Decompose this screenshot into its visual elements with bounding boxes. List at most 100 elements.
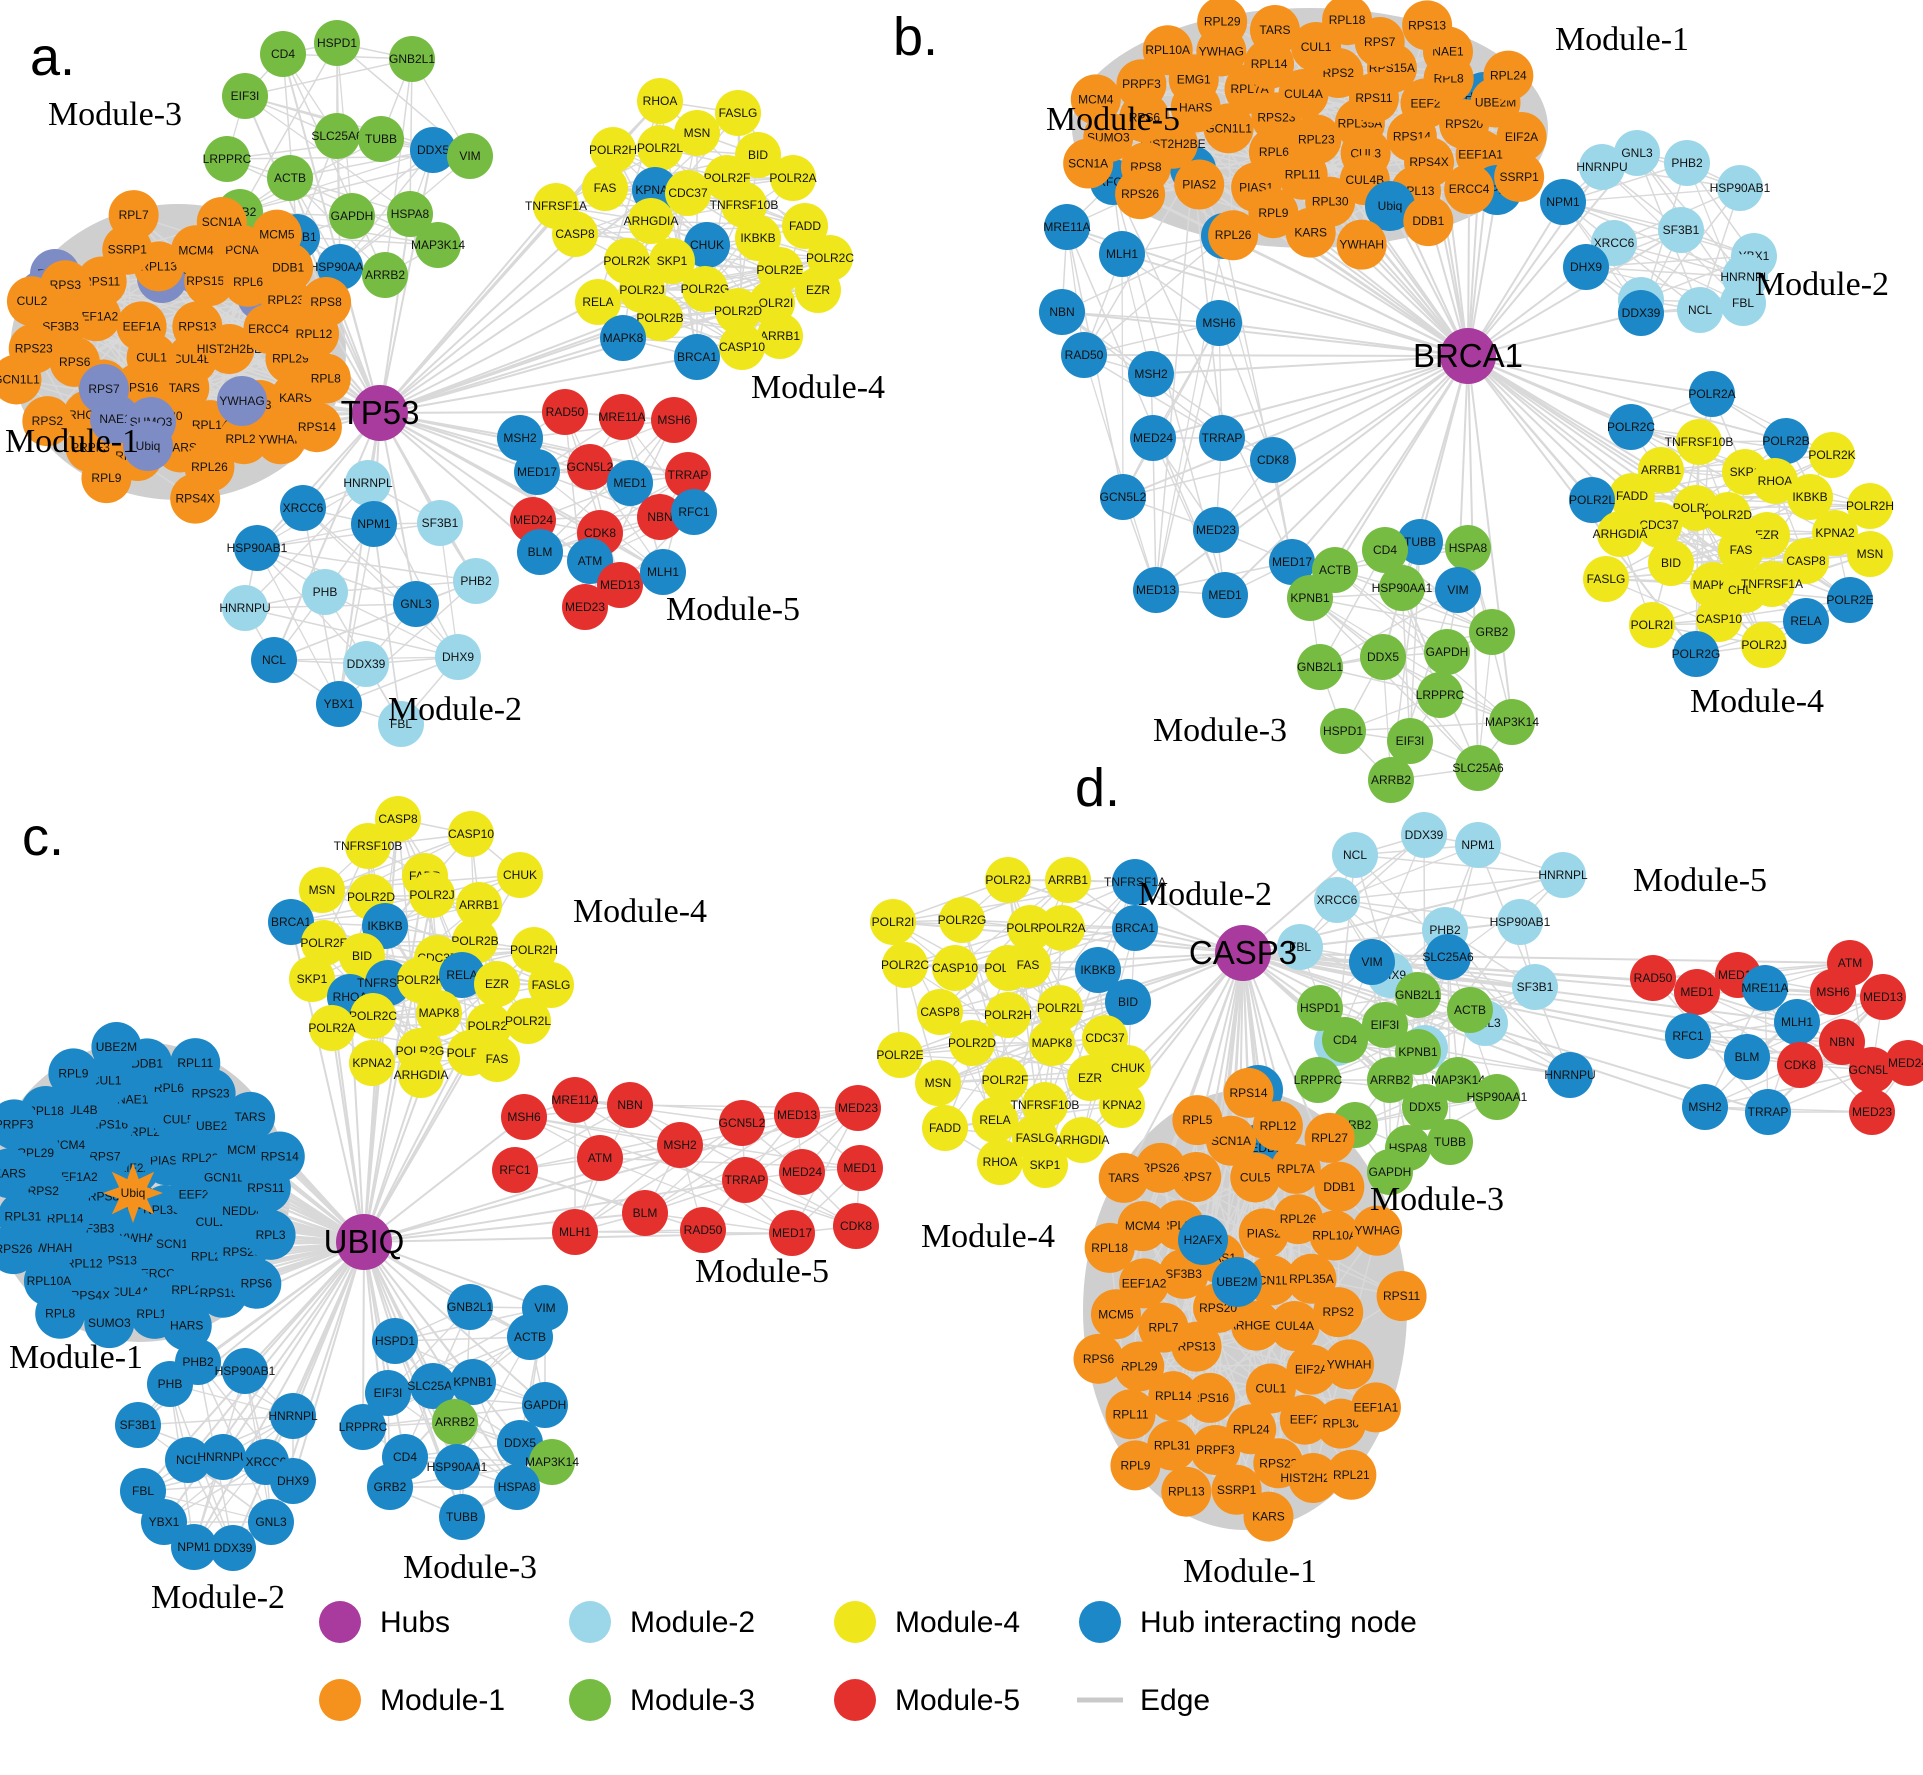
node-circle[interactable] <box>779 1149 825 1195</box>
node-circle[interactable] <box>1243 1491 1294 1542</box>
network-node[interactable]: RFC1 <box>492 1147 538 1193</box>
node-circle[interactable] <box>351 501 397 547</box>
node-circle[interactable] <box>715 90 761 136</box>
network-node[interactable]: MED13 <box>1860 974 1906 1020</box>
node-circle[interactable] <box>1172 1095 1223 1146</box>
network-node[interactable]: KPNA2 <box>349 1040 395 1086</box>
node-circle[interactable] <box>439 952 485 998</box>
network-node[interactable]: CDC37 <box>665 170 711 216</box>
node-circle[interactable] <box>1847 483 1893 529</box>
node-circle[interactable] <box>1455 822 1501 868</box>
node-circle[interactable] <box>1098 1152 1149 1203</box>
network-node[interactable]: HSPA8 <box>1445 525 1491 571</box>
node-circle[interactable] <box>389 36 435 82</box>
node-circle[interactable] <box>684 222 730 268</box>
network-node[interactable]: BLM <box>622 1190 668 1236</box>
network-node[interactable]: DHX9 <box>270 1458 316 1504</box>
network-node[interactable]: TRRAP <box>722 1157 768 1203</box>
node-circle[interactable] <box>1362 527 1408 573</box>
node-circle[interactable] <box>1022 1142 1068 1188</box>
network-node[interactable]: RPL10A <box>1142 25 1193 76</box>
hub-circle[interactable] <box>1215 925 1271 981</box>
network-node[interactable]: BLM <box>1724 1034 1770 1080</box>
network-node[interactable]: NPM1 <box>351 501 397 547</box>
node-circle[interactable] <box>1401 812 1447 858</box>
node-circle[interactable] <box>1147 1420 1198 1471</box>
node-circle[interactable] <box>1297 985 1343 1031</box>
network-node[interactable]: HSPD1 <box>1320 708 1366 754</box>
node-circle[interactable] <box>358 116 404 162</box>
node-circle[interactable] <box>637 125 683 171</box>
node-circle[interactable] <box>299 867 345 913</box>
node-circle[interactable] <box>367 1464 413 1510</box>
network-node[interactable]: RFC1 <box>1665 1013 1711 1059</box>
node-circle[interactable] <box>1783 598 1829 644</box>
network-node[interactable]: GNB2L1 <box>1297 644 1343 690</box>
node-circle[interactable] <box>562 584 608 630</box>
network-node[interactable]: MSH6 <box>651 397 697 443</box>
node-circle[interactable] <box>1362 1002 1408 1048</box>
node-circle[interactable] <box>234 525 280 571</box>
node-circle[interactable] <box>833 1203 879 1249</box>
network-node[interactable]: RPL5 <box>1172 1095 1223 1146</box>
node-circle[interactable] <box>1099 1082 1145 1128</box>
node-circle[interactable] <box>301 920 347 966</box>
node-circle[interactable] <box>837 1145 883 1191</box>
node-circle[interactable] <box>1287 575 1333 621</box>
network-node[interactable]: HSP90AB1 <box>1490 899 1551 945</box>
network-node[interactable]: HNRNPL <box>343 460 393 506</box>
node-circle[interactable] <box>1067 1055 1113 1101</box>
node-circle[interactable] <box>492 1147 538 1193</box>
network-node[interactable]: RPL9 <box>81 453 132 504</box>
network-node[interactable]: FAS <box>1005 942 1051 988</box>
node-circle[interactable] <box>607 1082 653 1128</box>
node-circle[interactable] <box>517 529 563 575</box>
network-node[interactable]: CDK8 <box>833 1203 879 1249</box>
node-circle[interactable] <box>1445 525 1491 571</box>
network-node[interactable]: CUL2 <box>6 276 57 327</box>
network-node[interactable]: MLH1 <box>552 1209 598 1255</box>
node-circle[interactable] <box>982 1057 1028 1103</box>
node-circle[interactable] <box>1007 905 1053 951</box>
network-node[interactable]: DDX5 <box>1360 634 1406 680</box>
network-node[interactable]: CDK8 <box>1777 1042 1823 1088</box>
node-circle[interactable] <box>552 211 598 257</box>
network-node[interactable]: CASP10 <box>448 811 494 857</box>
node-circle[interactable] <box>1677 287 1723 333</box>
node-circle[interactable] <box>985 992 1031 1038</box>
network-node[interactable]: RPL27 <box>1304 1112 1355 1163</box>
network-node[interactable]: NCL <box>1332 832 1378 878</box>
node-circle[interactable] <box>637 494 683 540</box>
network-node[interactable]: GAPDH <box>329 193 375 239</box>
network-node[interactable]: RHOA <box>637 78 683 124</box>
node-circle[interactable] <box>1417 672 1463 718</box>
network-node[interactable]: DDB1 <box>1314 1161 1365 1212</box>
node-circle[interactable] <box>251 637 297 683</box>
node-circle[interactable] <box>0 1148 35 1199</box>
node-circle[interactable] <box>1174 159 1225 210</box>
node-circle[interactable] <box>1304 1112 1355 1163</box>
network-node[interactable]: PHB2 <box>453 558 499 604</box>
node-circle[interactable] <box>1860 974 1906 1020</box>
network-node[interactable]: POLR2E <box>876 1032 924 1078</box>
network-node[interactable]: MRE11A <box>551 1077 599 1123</box>
network-node[interactable]: VIM <box>1435 567 1481 613</box>
node-circle[interactable] <box>1563 244 1609 290</box>
network-node[interactable]: MSH6 <box>1196 300 1242 346</box>
node-circle[interactable] <box>1403 196 1454 247</box>
node-circle[interactable] <box>1324 1339 1375 1390</box>
node-circle[interactable] <box>1435 567 1481 613</box>
network-node[interactable]: FASLG <box>715 90 761 136</box>
node-circle[interactable] <box>1070 74 1121 125</box>
node-circle[interactable] <box>1497 899 1543 945</box>
network-node[interactable]: KPNB1 <box>1287 575 1333 621</box>
network-node[interactable]: POLR2F <box>982 1057 1029 1103</box>
network-node[interactable]: RAD50 <box>542 389 588 435</box>
node-circle[interactable] <box>1368 757 1414 803</box>
network-node[interactable]: HSP90AB1 <box>227 525 288 571</box>
network-node[interactable]: RPL24 <box>1483 50 1534 101</box>
network-node[interactable]: RAD50 <box>1061 332 1107 378</box>
network-node[interactable]: HSPA8 <box>494 1464 540 1510</box>
node-circle[interactable] <box>1249 5 1300 56</box>
node-circle[interactable] <box>1105 979 1151 1025</box>
